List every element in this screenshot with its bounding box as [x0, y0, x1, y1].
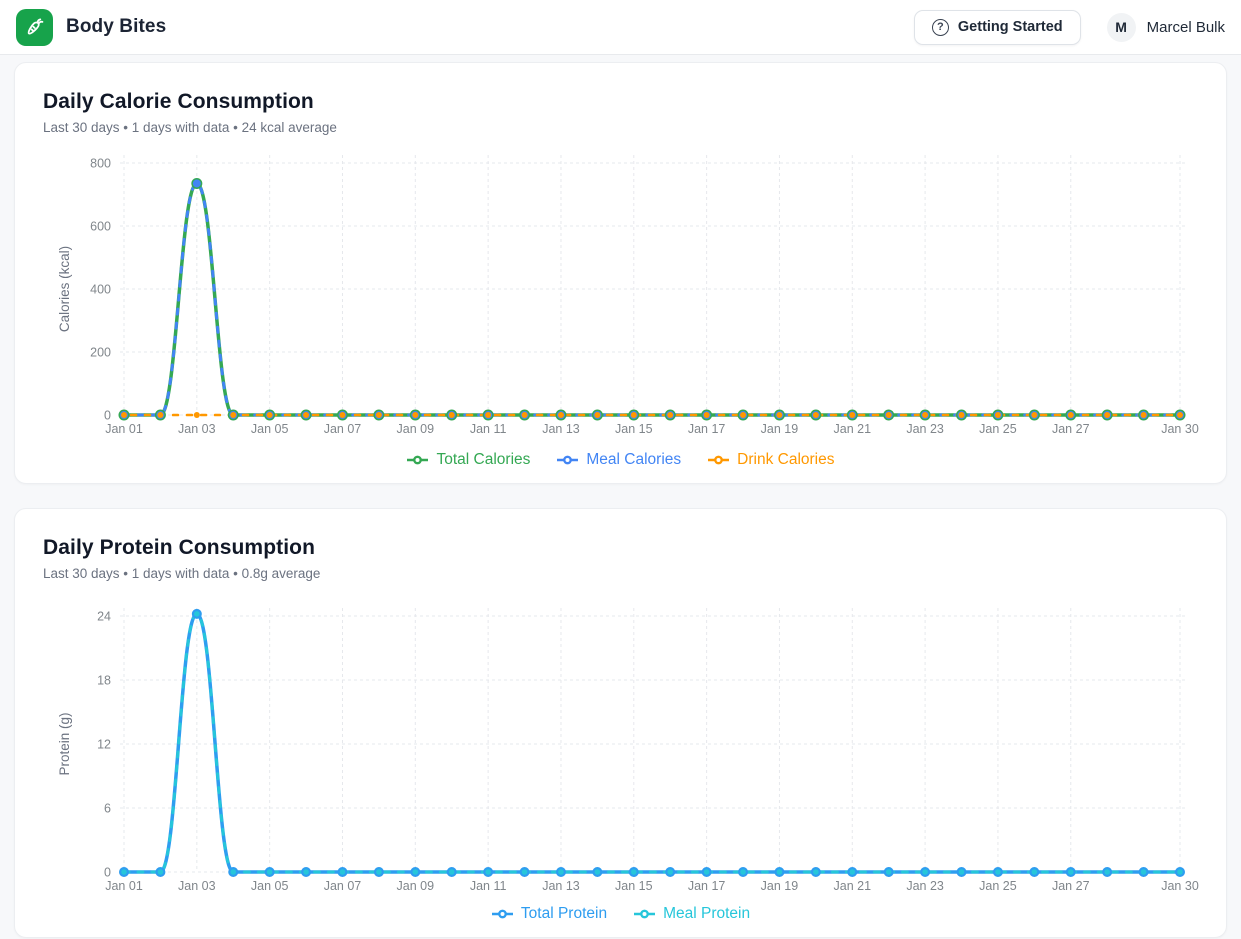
- top-bar: Body Bites ? Getting Started M Marcel Bu…: [0, 0, 1241, 55]
- svg-text:Jan 25: Jan 25: [979, 422, 1017, 436]
- legend-line-icon: [491, 909, 513, 919]
- legend-item: Meal Protein: [633, 905, 750, 923]
- svg-text:Jan 07: Jan 07: [324, 422, 362, 436]
- calorie-chart-legend: Total Calories Meal Calories Drink Calorie…: [15, 443, 1226, 483]
- legend-label: Drink Calories: [737, 451, 835, 468]
- svg-text:Jan 05: Jan 05: [251, 422, 289, 436]
- svg-text:200: 200: [90, 346, 111, 360]
- svg-text:Jan 27: Jan 27: [1052, 879, 1090, 893]
- svg-text:24: 24: [97, 610, 111, 624]
- svg-text:Jan 17: Jan 17: [688, 879, 726, 893]
- legend-line-icon: [634, 909, 656, 919]
- svg-text:Jan 17: Jan 17: [688, 422, 726, 436]
- user-menu[interactable]: M Marcel Bulk: [1106, 12, 1225, 42]
- svg-text:Protein (g): Protein (g): [57, 712, 72, 775]
- calorie-card: Daily Calorie Consumption Last 30 days •…: [14, 62, 1227, 484]
- svg-text:600: 600: [90, 220, 111, 234]
- svg-text:Jan 23: Jan 23: [906, 879, 944, 893]
- getting-started-button[interactable]: ? Getting Started: [913, 9, 1081, 45]
- svg-text:Jan 21: Jan 21: [834, 422, 872, 436]
- svg-text:Jan 01: Jan 01: [105, 879, 143, 893]
- legend-item: Drink Calories: [707, 451, 835, 469]
- help-question-icon: ?: [931, 18, 949, 36]
- calorie-chart-canvas: 0 200 400 600 800 Jan 01 Jan 03 Jan 05 Jan 07 Jan…: [57, 155, 1199, 436]
- svg-text:Jan 01: Jan 01: [105, 422, 143, 436]
- svg-text:Jan 15: Jan 15: [615, 422, 653, 436]
- svg-text:Jan 03: Jan 03: [178, 422, 216, 436]
- svg-text:0: 0: [104, 409, 111, 423]
- svg-text:Jan 05: Jan 05: [251, 879, 289, 893]
- legend-label: Meal Calories: [586, 451, 682, 468]
- svg-text:800: 800: [90, 157, 111, 171]
- svg-text:Jan 27: Jan 27: [1052, 422, 1090, 436]
- getting-started-label: Getting Started: [957, 19, 1063, 35]
- svg-text:Jan 13: Jan 13: [542, 422, 580, 436]
- svg-text:12: 12: [97, 738, 111, 752]
- legend-line-icon: [708, 455, 730, 465]
- protein-card-title: Daily Protein Consumption: [43, 536, 316, 559]
- calorie-card-subtitle: Last 30 days • 1 days with data • 24 kca…: [43, 120, 337, 135]
- legend-line-icon: [407, 455, 429, 465]
- legend-item: Total Calories: [406, 451, 530, 469]
- svg-text:Jan 11: Jan 11: [470, 879, 507, 893]
- protein-card: Daily Protein Consumption Last 30 days •…: [14, 508, 1227, 938]
- legend-item: Meal Calories: [556, 451, 681, 469]
- svg-text:Calories (kcal): Calories (kcal): [57, 246, 72, 332]
- svg-text:Jan 09: Jan 09: [397, 422, 435, 436]
- svg-text:Jan 30: Jan 30: [1161, 422, 1199, 436]
- svg-text:Jan 03: Jan 03: [178, 879, 216, 893]
- svg-text:Jan 23: Jan 23: [906, 422, 944, 436]
- svg-text:Jan 25: Jan 25: [979, 879, 1017, 893]
- calorie-chart: 0 200 400 600 800 Jan 01 Jan 03 Jan 05 Jan 07 Jan…: [15, 151, 1226, 483]
- carrot-logo-icon: [16, 8, 53, 46]
- protein-chart-canvas: 0 6 12 18 24 Jan 01 Jan 03 Jan 05 Jan 07 Jan 09 Ja…: [57, 608, 1199, 893]
- svg-text:Jan 21: Jan 21: [834, 879, 872, 893]
- svg-text:Jan 15: Jan 15: [615, 879, 653, 893]
- legend-line-icon: [557, 455, 579, 465]
- svg-text:Jan 13: Jan 13: [542, 879, 580, 893]
- svg-text:Jan 09: Jan 09: [397, 879, 435, 893]
- svg-text:Jan 11: Jan 11: [470, 422, 507, 436]
- legend-label: Meal Protein: [663, 905, 751, 922]
- app-title: Body Bites: [66, 16, 167, 37]
- svg-text:400: 400: [90, 283, 111, 297]
- avatar: M: [1106, 12, 1136, 42]
- legend-label: Total Calories: [436, 451, 531, 468]
- legend-label: Total Protein: [520, 905, 608, 922]
- svg-text:6: 6: [104, 802, 111, 816]
- main-content: Daily Calorie Consumption Last 30 days •…: [0, 55, 1241, 938]
- svg-text:Jan 19: Jan 19: [761, 879, 799, 893]
- svg-text:0: 0: [104, 866, 111, 880]
- svg-text:Jan 19: Jan 19: [761, 422, 799, 436]
- protein-chart: 0 6 12 18 24 Jan 01 Jan 03 Jan 05 Jan 07 Jan 09 Ja…: [15, 597, 1226, 937]
- user-name: Marcel Bulk: [1146, 18, 1225, 36]
- svg-text:Jan 30: Jan 30: [1161, 879, 1199, 893]
- protein-chart-legend: Total Protein Meal Protein: [15, 897, 1226, 937]
- protein-card-subtitle: Last 30 days • 1 days with data • 0.8g a…: [43, 566, 321, 581]
- legend-item: Total Protein: [491, 905, 607, 923]
- svg-text:18: 18: [97, 674, 111, 688]
- brand-link[interactable]: Body Bites: [16, 8, 167, 46]
- svg-text:Jan 07: Jan 07: [324, 879, 362, 893]
- calorie-card-title: Daily Calorie Consumption: [43, 90, 314, 113]
